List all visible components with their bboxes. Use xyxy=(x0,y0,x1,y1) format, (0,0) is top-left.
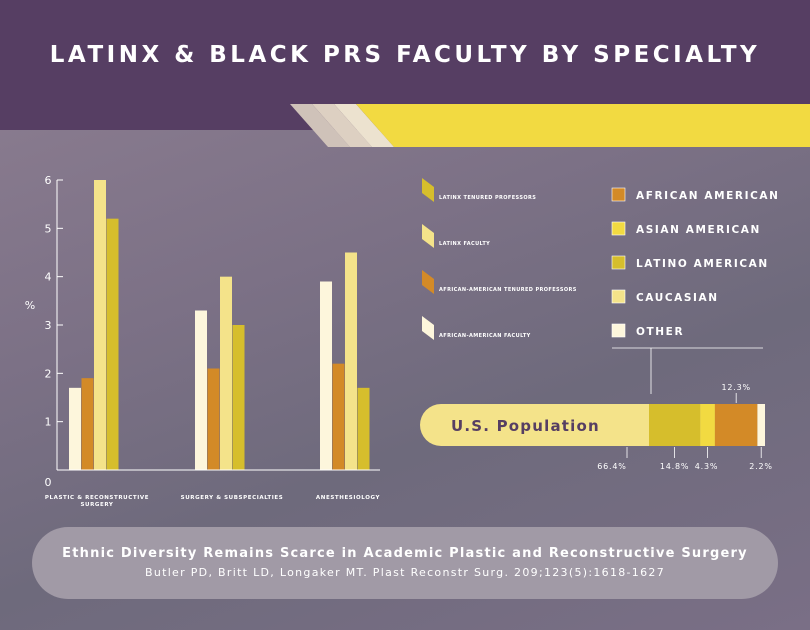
population-bar-track xyxy=(420,404,671,446)
bar xyxy=(332,363,345,470)
y-tick-label: 5 xyxy=(45,222,52,235)
population-value-label: 2.2% xyxy=(749,462,773,471)
population-segment xyxy=(757,404,765,446)
pop-legend-swatch-african xyxy=(611,187,626,202)
decorative-ribbon xyxy=(290,104,810,147)
bar xyxy=(81,378,94,470)
legend-label-latinx-faculty: LATINX FACULTY xyxy=(439,241,490,247)
population-bar: U.S. Population 66.4% 14.8% 4.3% 12.3% 2.2% xyxy=(420,383,773,471)
bar xyxy=(106,218,119,470)
population-segment xyxy=(649,404,701,446)
bar xyxy=(94,180,106,470)
y-tick-label: 1 xyxy=(45,416,52,429)
pop-legend-label-asian: ASIAN AMERICAN xyxy=(636,224,761,236)
legend-swatch-latinx-faculty xyxy=(422,224,434,248)
population-bar-label: U.S. Population xyxy=(451,417,600,435)
legend-label-african-tenured: AFRICAN-AMERICAN TENURED PROFESSORS xyxy=(439,287,577,293)
legend-swatch-african-tenured xyxy=(422,270,434,294)
bar xyxy=(320,281,332,470)
legend-label-latinx-tenured: LATINX TENURED PROFESSORS xyxy=(439,195,536,201)
x-tick-label-anesthesiology: ANESTHESIOLOGY xyxy=(316,495,381,501)
population-value-label: 12.3% xyxy=(721,383,750,392)
bar xyxy=(69,387,81,470)
bar xyxy=(207,368,220,470)
x-tick-label-surgery: SURGERY & SUBSPECIALTIES xyxy=(181,495,284,501)
y-axis-label: % xyxy=(25,299,35,312)
y-tick-label: 2 xyxy=(45,367,52,380)
pop-legend-swatch-asian xyxy=(611,221,626,236)
bar xyxy=(232,325,245,470)
legend-label-african-faculty: AFRICAN-AMERICAN FACULTY xyxy=(439,333,531,339)
legend-swatch-african-faculty xyxy=(422,316,434,340)
pop-legend-label-african: AFRICAN AMERICAN xyxy=(636,190,780,202)
population-value-label: 4.3% xyxy=(695,462,719,471)
bar xyxy=(220,276,232,470)
pop-legend-swatch-latino xyxy=(611,255,626,270)
y-tick-label: 3 xyxy=(45,319,52,332)
y-tick-label: 6 xyxy=(45,174,52,187)
population-segment xyxy=(700,404,715,446)
pop-legend-swatch-other xyxy=(611,323,626,338)
pop-legend-label-caucasian: CAUCASIAN xyxy=(636,292,719,304)
citation-title: Ethnic Diversity Remains Scarce in Acade… xyxy=(62,546,748,561)
population-segment xyxy=(714,404,758,446)
bar xyxy=(195,310,207,470)
bar xyxy=(345,252,357,470)
citation-pill: Ethnic Diversity Remains Scarce in Acade… xyxy=(32,527,778,599)
citation-reference: Butler PD, Britt LD, Longaker MT. Plast … xyxy=(144,566,666,579)
series-legend: LATINX TENURED PROFESSORS LATINX FACULTY… xyxy=(422,178,577,340)
population-value-label: 14.8% xyxy=(660,462,689,471)
pop-legend-label-latino: LATINO AMERICAN xyxy=(636,258,769,270)
x-tick-label-plastic-line1: PLASTIC & RECONSTRUCTIVE xyxy=(45,495,149,501)
pop-legend-swatch-caucasian xyxy=(611,289,626,304)
y-tick-label: 0 xyxy=(45,476,52,489)
page-title: LATINX & BLACK PRS FACULTY BY SPECIALTY xyxy=(49,42,761,68)
population-value-label: 66.4% xyxy=(597,462,626,471)
legend-swatch-latinx-tenured xyxy=(422,178,434,202)
pop-legend-label-other: OTHER xyxy=(636,326,684,338)
population-legend: AFRICAN AMERICAN ASIAN AMERICAN LATINO A… xyxy=(611,187,780,394)
bar xyxy=(357,387,370,470)
x-tick-label-plastic-line2: SURGERY xyxy=(80,502,113,508)
y-tick-label: 4 xyxy=(45,271,52,284)
